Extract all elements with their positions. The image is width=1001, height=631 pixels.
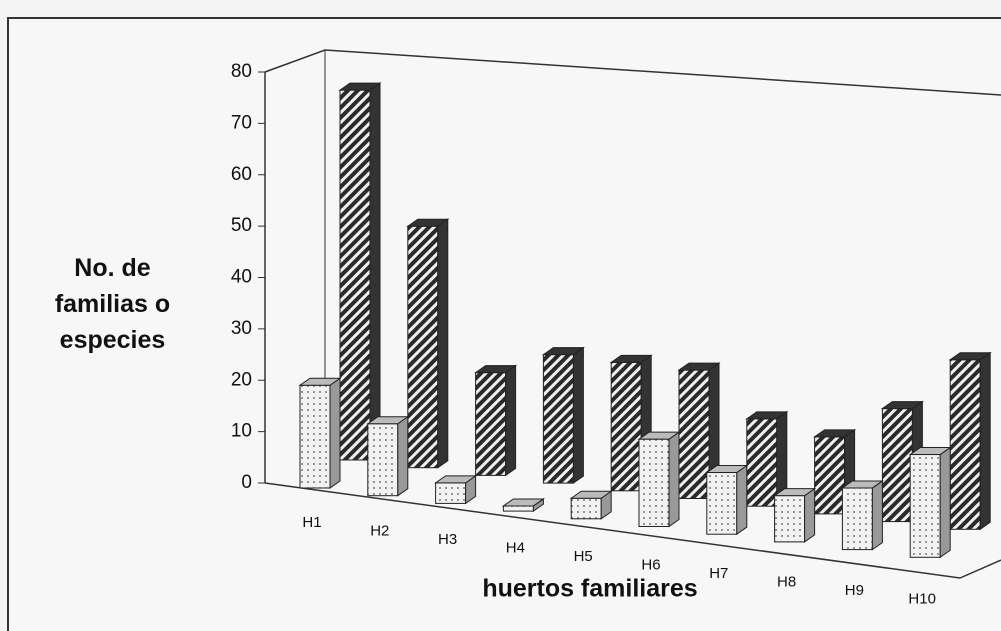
bar-front xyxy=(881,408,913,523)
bar-top xyxy=(501,498,545,507)
y-tick-label: 20 xyxy=(231,369,252,390)
bar-top xyxy=(705,465,749,474)
bar xyxy=(569,490,613,520)
bar-side xyxy=(804,487,816,543)
bar-front xyxy=(502,505,534,512)
y-axis-label: No. de familias o especies xyxy=(54,254,171,354)
bar-top xyxy=(880,401,924,410)
y-tick-label: 30 xyxy=(231,318,252,339)
bar-side xyxy=(572,346,584,485)
bar xyxy=(366,415,410,497)
bar-front xyxy=(570,497,602,520)
bar-front xyxy=(909,454,941,558)
bar-front xyxy=(638,438,670,528)
x-axis-label: huertos familiares xyxy=(482,575,697,603)
y-tick-label: 10 xyxy=(231,421,252,442)
bar-front xyxy=(678,369,710,499)
bar-front xyxy=(774,495,806,543)
x-tick-label: H5 xyxy=(574,548,593,565)
bar-front xyxy=(367,423,399,497)
bar-top xyxy=(298,377,342,386)
x-tick-label: H2 xyxy=(370,522,389,539)
bar-top xyxy=(948,352,992,361)
bar-side xyxy=(397,415,409,497)
bar-top xyxy=(677,362,721,371)
bar-top xyxy=(637,431,681,440)
bar-top xyxy=(366,416,410,425)
bar-top xyxy=(908,447,952,456)
bar-side xyxy=(871,479,883,551)
bar-front xyxy=(610,361,642,492)
bar xyxy=(705,464,749,536)
bar-side xyxy=(668,431,680,528)
bar xyxy=(338,82,382,461)
floor xyxy=(264,482,1001,579)
bar-front xyxy=(746,418,778,507)
bar-front xyxy=(542,354,574,484)
bar-front xyxy=(841,487,873,551)
bar-top xyxy=(813,429,857,438)
bar-side xyxy=(736,464,748,536)
bar-front xyxy=(299,384,331,489)
bar xyxy=(541,346,585,485)
bar-front xyxy=(814,436,846,515)
bar-front xyxy=(706,472,738,535)
y-tick-label: 40 xyxy=(231,267,252,288)
bar-top xyxy=(406,218,450,227)
y-tick-label: 70 xyxy=(231,112,252,133)
bar xyxy=(948,351,992,531)
x-tick-label: H10 xyxy=(908,590,936,607)
bar-side xyxy=(437,218,449,469)
bar-top xyxy=(338,82,382,91)
bar xyxy=(474,364,518,477)
x-tick-label: H4 xyxy=(506,539,525,556)
bar-top xyxy=(569,490,613,499)
bar xyxy=(840,479,884,551)
bar-side xyxy=(329,377,341,489)
bar-top xyxy=(434,475,478,484)
bar xyxy=(406,218,450,469)
y-tick-label: 60 xyxy=(231,164,252,185)
bar-front xyxy=(475,372,507,476)
x-tick-label: H7 xyxy=(709,565,728,582)
bar-top xyxy=(773,488,817,497)
bar xyxy=(637,431,681,528)
bar xyxy=(501,498,545,513)
bar-side xyxy=(939,446,951,559)
bar xyxy=(908,446,952,559)
x-tick-label: H9 xyxy=(845,582,864,599)
bar-top xyxy=(474,365,518,374)
bar-top xyxy=(541,347,585,356)
bar-front xyxy=(339,89,371,461)
bar-front xyxy=(435,482,467,504)
bar-top xyxy=(840,480,884,489)
x-tick-label: H8 xyxy=(777,573,796,590)
y-tick-label: 50 xyxy=(231,215,252,236)
y-tick-label: 0 xyxy=(241,472,252,493)
bar-top xyxy=(609,354,653,363)
frame xyxy=(7,17,1001,631)
bar-side xyxy=(505,364,517,477)
bar-front xyxy=(407,225,439,469)
x-tick-label: H1 xyxy=(302,514,321,531)
bar xyxy=(298,377,342,489)
bar xyxy=(745,410,789,508)
bar-front xyxy=(949,359,981,530)
bar xyxy=(773,487,817,543)
bar-top xyxy=(745,411,789,420)
bar-side xyxy=(979,351,991,531)
bar-side xyxy=(369,82,381,461)
y-tick-label: 80 xyxy=(231,61,252,82)
bar xyxy=(434,474,478,505)
x-tick-label: H6 xyxy=(641,556,660,573)
bar xyxy=(677,362,721,500)
x-tick-label: H3 xyxy=(438,531,457,548)
